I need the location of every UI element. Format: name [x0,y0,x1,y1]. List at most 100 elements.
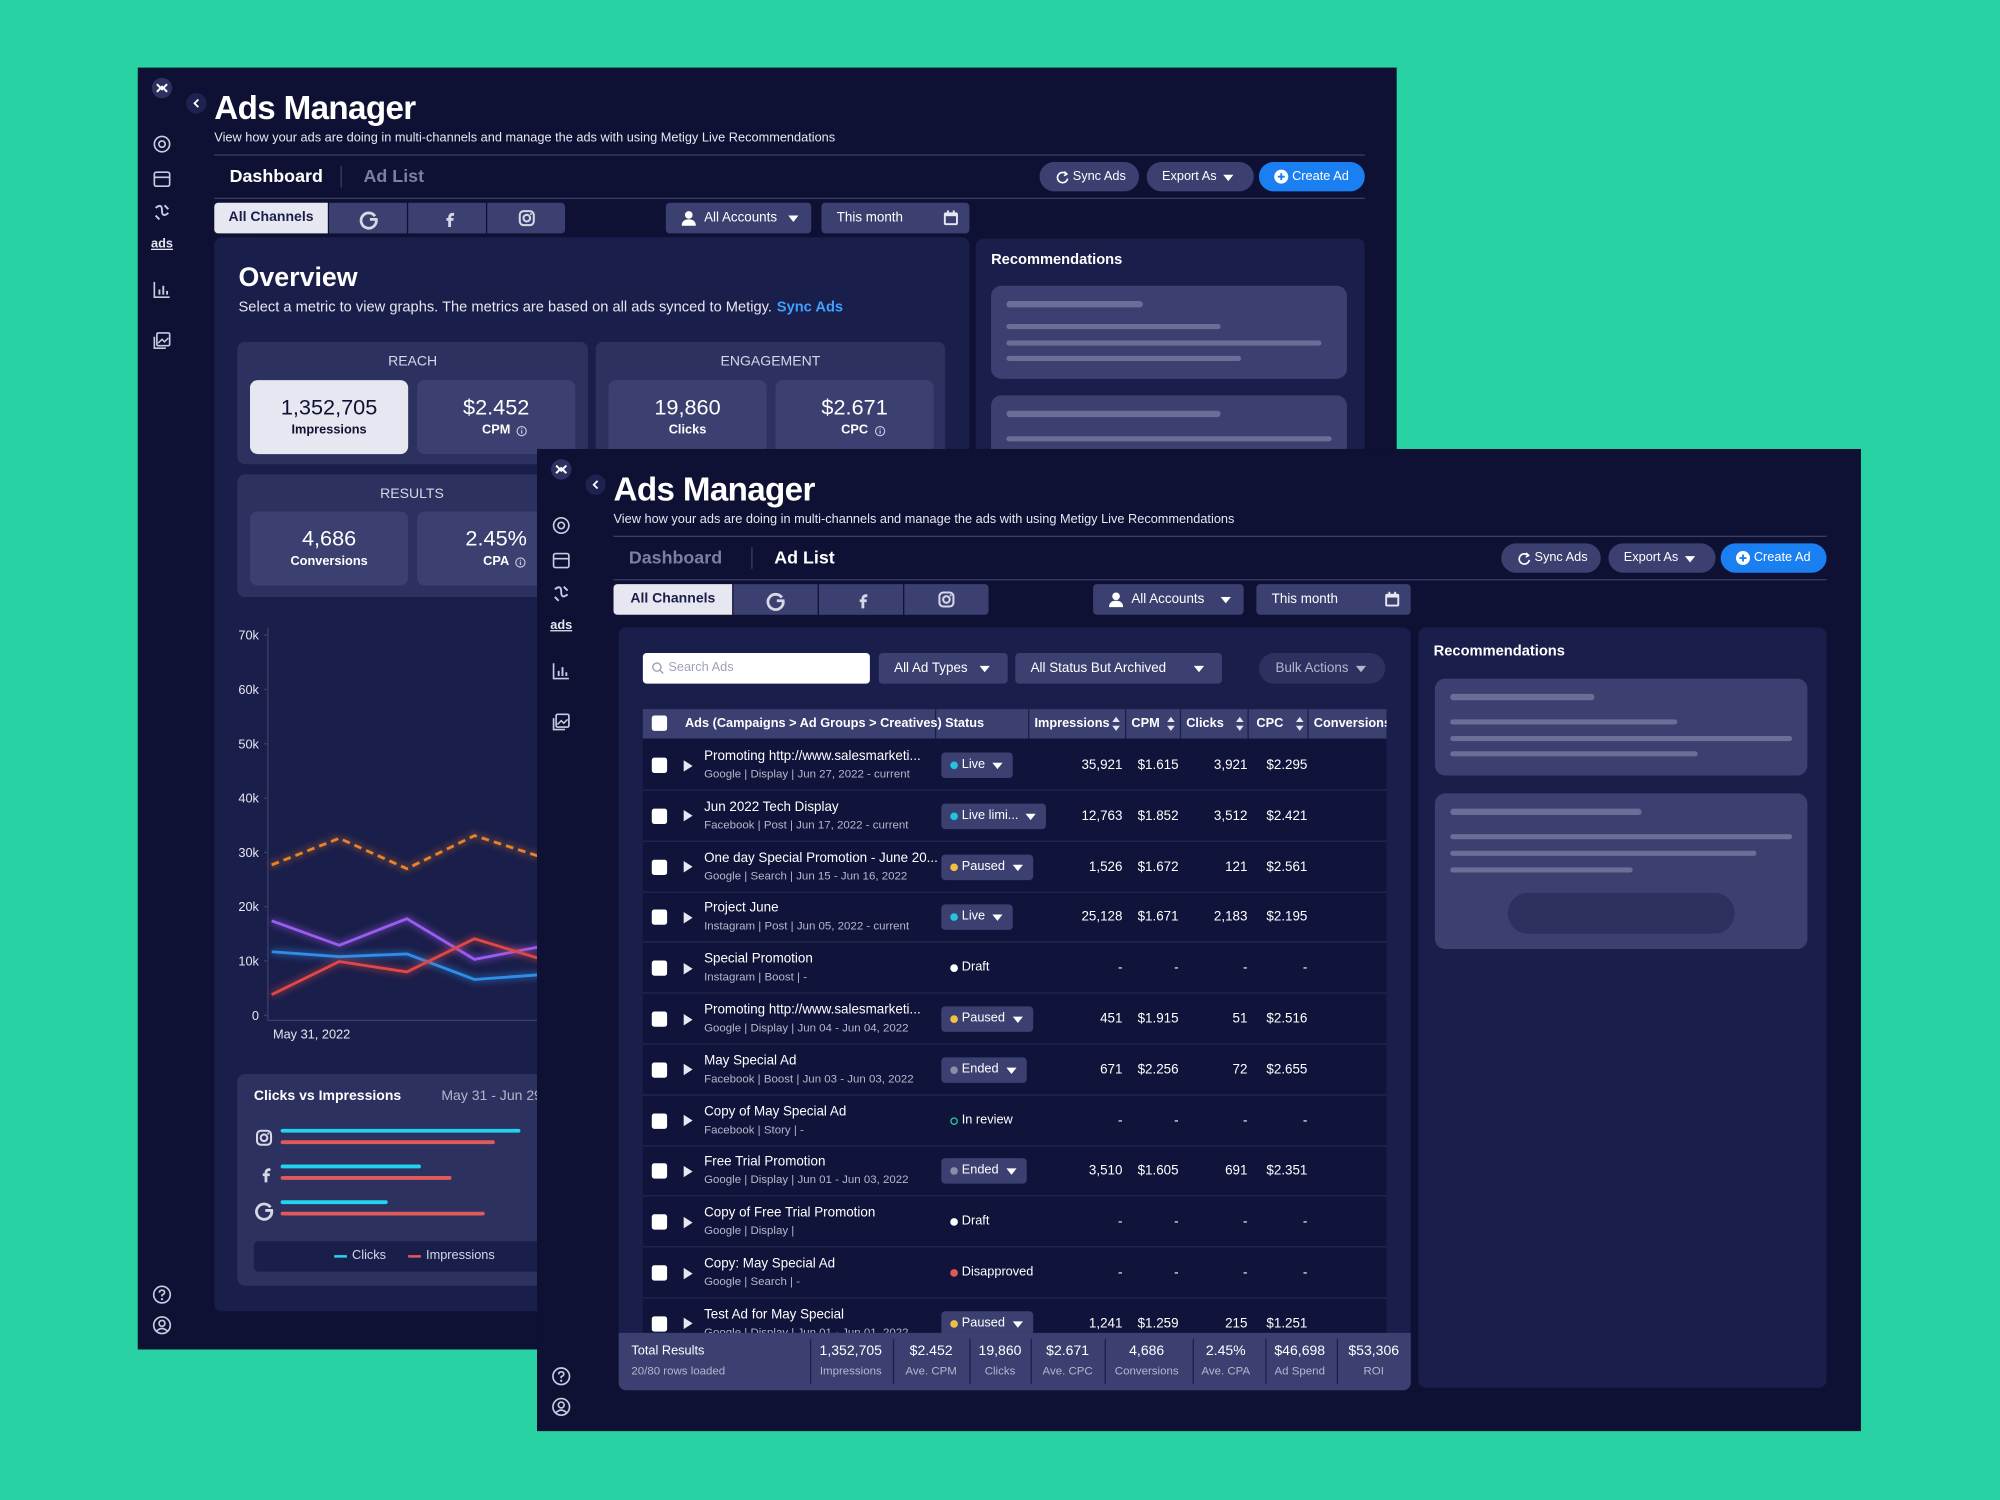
dropdown[interactable]: All Status But Archived [1015,653,1222,684]
instagram-icon [255,1129,273,1146]
search-input[interactable]: Search Ads [642,653,870,684]
expand-icon[interactable] [683,1267,693,1279]
channel-tab[interactable] [487,202,566,234]
checkbox[interactable] [651,1214,668,1230]
checkbox[interactable] [651,1113,668,1129]
expand-icon[interactable] [683,1013,693,1025]
button[interactable]: Sync Ads [1039,161,1140,192]
filter-label: All Accounts [1131,591,1205,607]
metric-card[interactable]: $2.671 CPC [775,380,934,455]
channel-tab[interactable] [408,202,486,234]
metric-card[interactable]: $2.452 CPM [417,380,576,455]
search-icon [652,662,664,674]
button[interactable]: Create Ad [1720,543,1827,573]
checkbox[interactable] [651,859,668,875]
tab[interactable]: Ad List [363,165,425,186]
account-filter[interactable]: All Accounts [1093,584,1244,615]
channel-tab[interactable] [329,202,407,234]
button[interactable]: Export As [1146,161,1254,192]
checkbox[interactable] [651,1316,668,1332]
status-pill[interactable]: Ended [941,1057,1027,1083]
checkbox[interactable] [651,1163,668,1180]
status-pill[interactable]: Paused [941,854,1034,880]
caret [788,215,799,222]
instagram-icon [938,591,955,608]
cell-impressions: - [1117,1264,1123,1281]
status-pill[interactable]: Live limi... [941,803,1046,829]
caret [1193,665,1205,673]
caret [1684,556,1696,563]
footer-divider [969,1339,971,1384]
status-pill[interactable]: Live [941,904,1013,931]
caret [1220,596,1231,604]
date-filter[interactable]: This month [1256,584,1411,615]
expand-icon[interactable] [683,810,693,822]
expand-icon[interactable] [683,911,693,924]
ad-meta: Instagram | Post | Jun 05, 2022 - curren… [704,919,910,933]
status-dot [950,1066,958,1074]
channel-tab[interactable]: All Channels [214,202,328,234]
metric-card[interactable]: 19,860 Clicks [608,380,767,455]
expand-icon[interactable] [683,1064,693,1076]
bulk-actions-label: Bulk Actions [1275,660,1349,676]
ad-name: Promoting http://www.salesmarketi... [704,748,921,764]
channel-tab[interactable] [818,584,904,615]
row-divider [642,840,1387,842]
status-pill[interactable]: Live [941,752,1013,779]
plus-icon [1735,551,1750,566]
total-value: $2.452 [909,1343,953,1359]
legend-label: Impressions [426,1248,495,1263]
expand-icon[interactable] [683,1165,693,1178]
checkbox[interactable] [651,960,668,977]
divider [214,154,1365,156]
sync-ads-link[interactable]: Sync Ads [776,299,844,316]
checkbox[interactable] [651,715,668,731]
y-tick-label: 0 [252,1008,259,1023]
button[interactable]: Export As [1608,543,1716,573]
cell-cpm: - [1174,1214,1179,1230]
channel-tab[interactable] [904,584,989,615]
status-pill[interactable]: Paused [941,1006,1034,1032]
channel-tab[interactable] [733,584,818,615]
date-filter[interactable]: This month [821,202,970,234]
group-title: RESULTS [380,486,444,502]
checkbox[interactable] [651,909,668,926]
filter-label: This month [1271,591,1338,607]
skeleton-line [1450,719,1678,725]
button-label: Create Ad [1753,550,1811,565]
expand-icon[interactable] [683,962,693,975]
ad-meta: Google | Display | Jun 01 - Jun 01, 2022 [704,1325,909,1333]
metric-card[interactable]: 4,686 Conversions [249,511,409,586]
expand-icon[interactable] [683,1317,693,1330]
status-pill[interactable]: Ended [941,1158,1027,1185]
metric-value: 2.45% [465,526,527,551]
flow-icon [154,204,170,221]
tab[interactable]: Ad List [774,546,835,568]
button[interactable]: Create Ad [1258,161,1365,192]
tab[interactable]: Dashboard [628,546,723,568]
column-header: CPM [1131,716,1160,731]
column-divider [1307,709,1309,739]
account-filter[interactable]: All Accounts [665,202,812,234]
expand-icon[interactable] [683,1114,693,1127]
checkbox[interactable] [651,1062,668,1078]
checkbox[interactable] [651,1011,668,1027]
button[interactable]: Sync Ads [1501,543,1601,573]
checkbox[interactable] [651,808,668,824]
cell-cpc: - [1302,1214,1308,1230]
y-tick-label: 70k [238,628,259,643]
expand-icon[interactable] [683,861,693,873]
status-pill[interactable]: Paused [941,1310,1034,1333]
dropdown[interactable]: All Ad Types [878,653,1008,684]
checkbox[interactable] [651,757,668,773]
expand-icon[interactable] [683,1216,693,1228]
recommendation-card [1434,793,1808,949]
metric-card[interactable]: 1,352,705 Impressions [249,380,409,455]
checkbox[interactable] [651,1265,668,1281]
expand-icon[interactable] [683,759,693,772]
cell-clicks: - [1242,960,1248,976]
channel-tab[interactable]: All Channels [613,584,733,615]
tab[interactable]: Dashboard [229,165,323,186]
bulk-actions[interactable]: Bulk Actions [1258,653,1386,684]
